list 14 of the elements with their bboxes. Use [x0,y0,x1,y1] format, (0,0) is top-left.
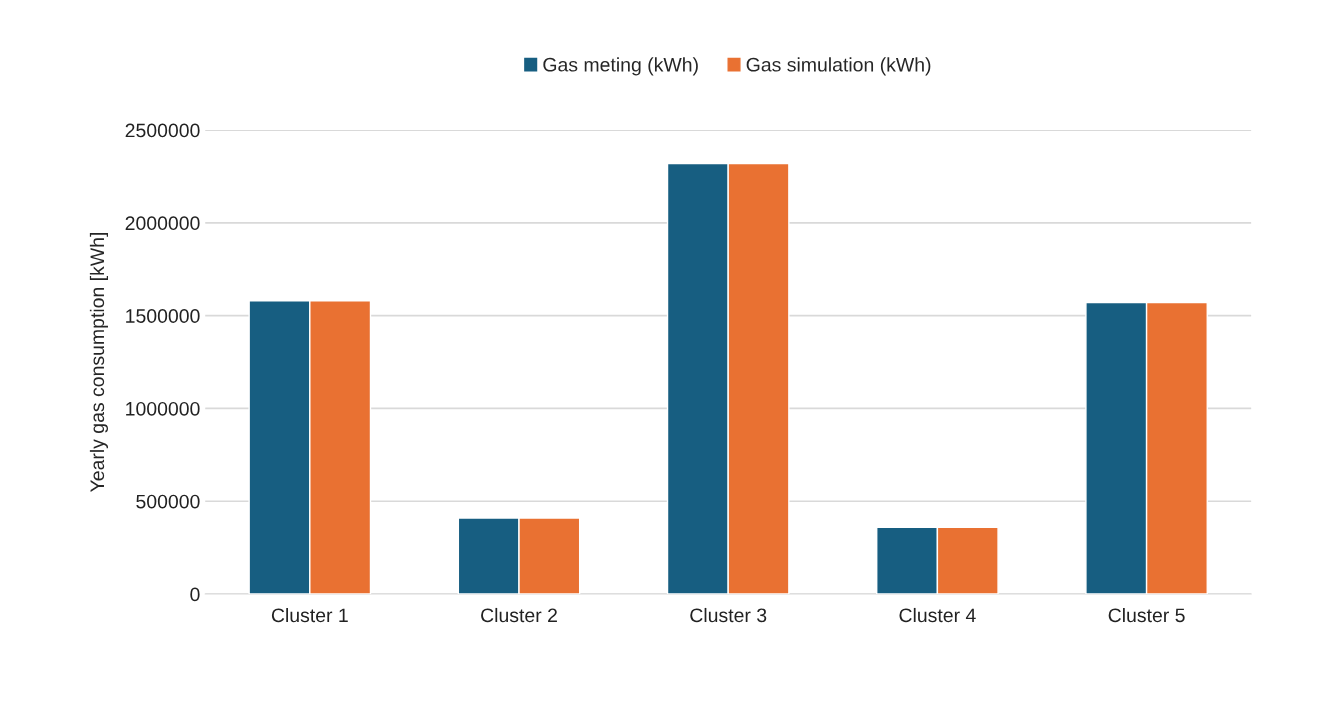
x-tick-label: Cluster 5 [1108,607,1185,623]
y-tick-label: 1000000 [126,401,200,416]
x-tick-label: Cluster 3 [690,607,767,623]
legend-label: Gas simulation (kWh) [746,57,931,76]
x-tick-label: Cluster 2 [481,607,557,623]
y-tick-label: 2500000 [125,123,200,138]
x-tick-label: Cluster 4 [899,607,976,623]
legend-label: Gas meting (kWh) [543,57,698,76]
y-tick-label: 2000000 [125,216,200,231]
y-axis-title: Yearly gas consumption [kWh] [89,233,108,493]
x-tick-label: Cluster 1 [271,607,348,623]
y-tick-label: 500000 [136,494,200,509]
y-tick-label: 1500000 [126,309,200,323]
y-tick-label: 0 [190,587,200,602]
